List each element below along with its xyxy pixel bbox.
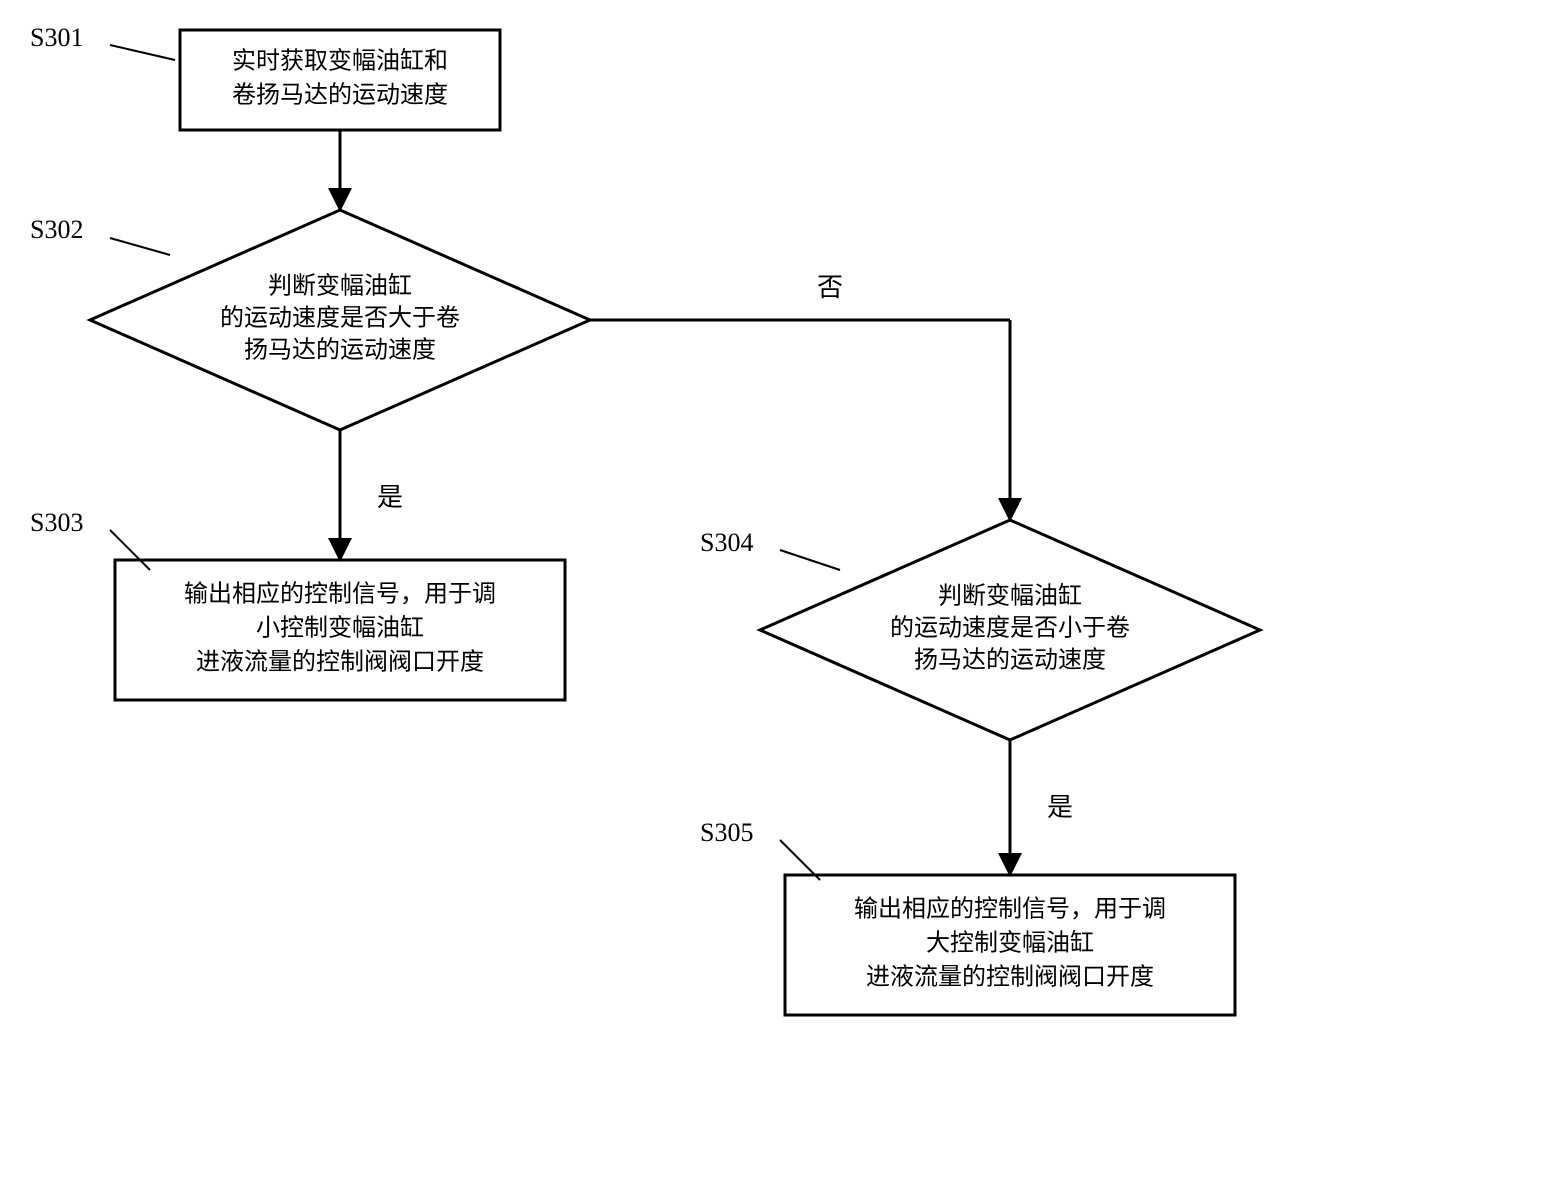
step-label: S305 bbox=[700, 818, 753, 847]
process-text: 卷扬马达的运动速度 bbox=[232, 82, 448, 109]
step-label: S302 bbox=[30, 215, 83, 244]
decision-text: 的运动速度是否小于卷 bbox=[890, 615, 1130, 642]
process-text: 实时获取变幅油缸和 bbox=[232, 48, 448, 75]
decision-text: 扬马达的运动速度 bbox=[244, 337, 436, 364]
process-box bbox=[180, 30, 500, 130]
step-label: S303 bbox=[30, 508, 83, 537]
edge-label: 是 bbox=[377, 483, 403, 512]
edge-label: 是 bbox=[1047, 793, 1073, 822]
process-text: 大控制变幅油缸 bbox=[926, 930, 1094, 957]
process-text: 进液流量的控制阀阀口开度 bbox=[866, 964, 1154, 991]
process-text: 小控制变幅油缸 bbox=[256, 615, 424, 642]
decision-text: 判断变幅油缸 bbox=[938, 583, 1082, 610]
edge-label: 否 bbox=[817, 273, 843, 302]
decision-text: 的运动速度是否大于卷 bbox=[220, 305, 460, 332]
process-text: 输出相应的控制信号，用于调 bbox=[184, 581, 496, 608]
process-text: 进液流量的控制阀阀口开度 bbox=[196, 649, 484, 676]
step-label: S301 bbox=[30, 23, 83, 52]
decision-text: 判断变幅油缸 bbox=[268, 273, 412, 300]
step-label: S304 bbox=[700, 528, 753, 557]
process-text: 输出相应的控制信号，用于调 bbox=[854, 896, 1166, 923]
decision-text: 扬马达的运动速度 bbox=[914, 647, 1106, 674]
